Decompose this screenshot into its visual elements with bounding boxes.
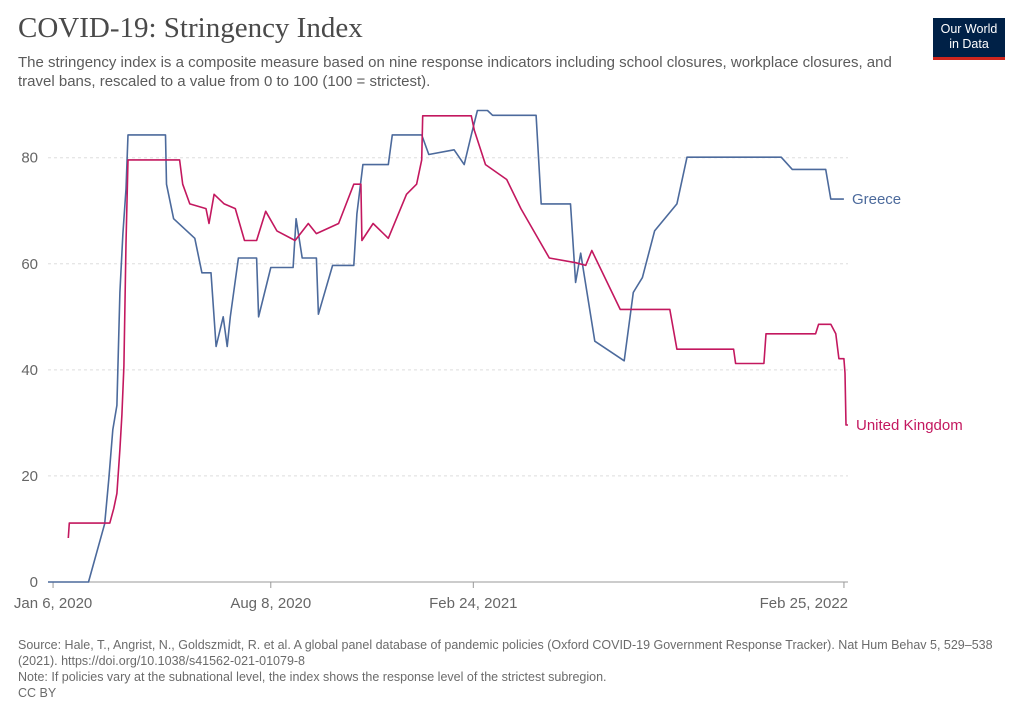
chart-subtitle: The stringency index is a composite meas… — [18, 54, 892, 90]
y-tick-label: 20 — [21, 468, 38, 485]
x-tick-label: Aug 8, 2020 — [230, 595, 311, 612]
series-lines[interactable] — [48, 109, 848, 583]
x-tick-label: Jan 6, 2020 — [14, 595, 92, 612]
x-tick-label: Feb 25, 2022 — [760, 595, 848, 612]
chart-title: COVID-19: Stringency Index — [18, 12, 363, 44]
logo-line-1: Our World — [940, 22, 998, 36]
y-tick-label: 80 — [21, 150, 38, 167]
logo-line-2: in Data — [949, 37, 989, 51]
y-axis-ticks: 0 20 40 60 80 — [21, 150, 38, 591]
license-note: CC BY — [18, 686, 57, 700]
x-tick-label: Feb 24, 2021 — [429, 595, 517, 612]
x-axis-ticks: Jan 6, 2020 Aug 8, 2020 Feb 24, 2021 Feb 25… — [14, 581, 848, 612]
series-labels: Greece United Kingdom — [852, 191, 963, 434]
footer: Source: Hale, T., Angrist, N., Goldszmid… — [18, 637, 1008, 701]
source-note: Source: Hale, T., Angrist, N., Goldszmid… — [18, 638, 993, 668]
series-label-united-kingdom: United Kingdom — [856, 417, 963, 434]
owid-logo[interactable]: Our World in Data — [933, 18, 1005, 60]
series-label-greece: Greece — [852, 191, 901, 208]
gridlines — [48, 157, 848, 477]
y-tick-label: 40 — [21, 362, 38, 379]
series-line-united-kingdom[interactable] — [67, 115, 848, 539]
series-line-greece[interactable] — [48, 109, 844, 583]
y-tick-label: 0 — [30, 574, 38, 591]
y-tick-label: 60 — [21, 256, 38, 273]
policy-note: Note: If policies vary at the subnationa… — [18, 670, 607, 684]
